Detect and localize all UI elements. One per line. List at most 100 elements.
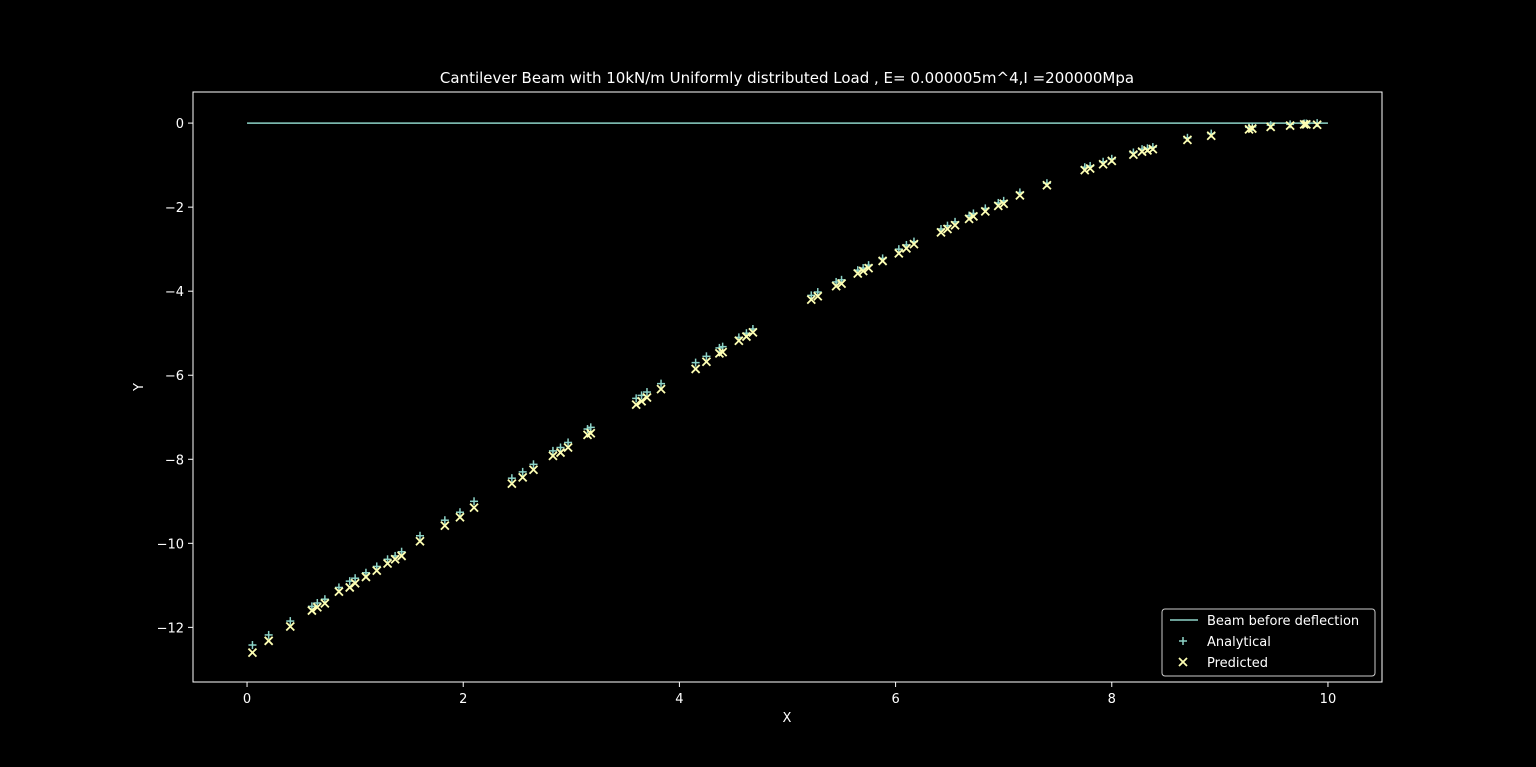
analytical-point (397, 547, 406, 556)
predicted-point (853, 268, 863, 279)
predicted-point (1148, 144, 1158, 154)
analytical-point (361, 568, 370, 577)
predicted-point (631, 400, 641, 410)
predicted-point (1107, 156, 1117, 166)
predicted-point (548, 451, 558, 461)
predicted-point (734, 336, 744, 346)
analytical-point (286, 617, 295, 626)
legend-analytical-label: Analytical (1207, 635, 1271, 650)
predicted-point (894, 248, 904, 259)
predicted-point (1312, 120, 1322, 130)
predicted-point (863, 263, 874, 273)
x-tick-label: 10 (1320, 692, 1337, 707)
legend-analytical-marker (1179, 637, 1187, 645)
predicted-point (382, 558, 393, 569)
predicted-point (831, 281, 841, 291)
analytical-point (813, 288, 822, 297)
analytical-point (351, 574, 360, 583)
predicted-point (247, 647, 258, 658)
plot-marks (247, 119, 1328, 658)
predicted-point (858, 266, 868, 276)
analytical-point (372, 562, 381, 571)
analytical-point (564, 438, 573, 447)
analytical-point (383, 555, 392, 564)
y-tick-label: −8 (165, 453, 184, 468)
x-axis-label: X (783, 711, 792, 726)
x-tick-label: 8 (1108, 692, 1116, 707)
predicted-point (361, 572, 371, 582)
predicted-point (390, 554, 400, 564)
predicted-point (320, 598, 330, 609)
predicted-point (350, 578, 360, 588)
predicted-point (993, 201, 1003, 211)
predicted-point (1042, 180, 1052, 190)
analytical-point (307, 602, 316, 611)
analytical-point (657, 379, 666, 388)
y-axis: 0 −2 −4 −6 −8 −10 −12 (157, 117, 193, 636)
legend-predicted-marker (1178, 657, 1188, 667)
analytical-point (518, 467, 527, 476)
predicted-point (813, 291, 823, 301)
analytical-point (556, 443, 565, 452)
predicted-point (396, 551, 407, 561)
legend-box (1161, 608, 1376, 677)
predicted-point (1301, 119, 1311, 129)
predicted-point (264, 636, 274, 646)
predicted-point (936, 227, 946, 237)
y-tick-label: −12 (157, 621, 184, 636)
predicted-point (999, 199, 1009, 209)
analytical-point (586, 423, 595, 432)
predicted-point (1299, 119, 1309, 129)
predicted-point (701, 357, 712, 367)
analytical-point (415, 531, 424, 540)
predicted-point (1080, 165, 1090, 175)
analytical-point (320, 595, 329, 604)
analytical-point (264, 630, 273, 639)
predicted-point (1015, 190, 1025, 201)
predicted-point (1285, 120, 1295, 131)
predicted-point (1206, 131, 1216, 141)
y-tick-label: −10 (157, 537, 184, 552)
analytical-point (334, 583, 343, 592)
predicted-point (980, 206, 990, 216)
analytical-point (894, 245, 903, 254)
predicted-point (1266, 122, 1276, 132)
analytical-point (702, 352, 711, 361)
legend-predicted-label: Predicted (1207, 656, 1268, 671)
predicted-point (656, 384, 666, 394)
predicted-point (642, 392, 652, 403)
x-tick-label: 2 (459, 692, 467, 707)
plot-frame (192, 91, 1383, 683)
predicted-point (636, 396, 647, 406)
y-tick-label: 0 (176, 117, 184, 132)
predicted-point (440, 521, 450, 531)
predicted-point (563, 442, 573, 453)
legend: Beam before deflection Analytical Predic… (1161, 608, 1376, 677)
predicted-point (507, 479, 517, 489)
predicted-point (415, 536, 425, 546)
predicted-point (455, 512, 465, 522)
predicted-point (901, 243, 912, 253)
analytical-point (529, 460, 538, 469)
predicted-point (806, 294, 816, 305)
y-tick-label: −4 (165, 285, 184, 300)
analytical-point (691, 358, 700, 367)
predicted-point (586, 428, 596, 438)
predicted-point (307, 605, 317, 616)
predicted-point (528, 465, 539, 475)
predicted-point (1098, 159, 1108, 169)
predicted-point (942, 224, 953, 234)
predicted-point (877, 256, 888, 266)
predicted-point (518, 472, 528, 482)
x-tick-label: 4 (675, 692, 683, 707)
predicted-point (469, 502, 479, 513)
analytical-point (507, 474, 516, 483)
predicted-point (1085, 163, 1095, 174)
predicted-point (555, 447, 566, 458)
predicted-point (690, 364, 701, 374)
predicted-point (1128, 149, 1139, 160)
predicted-point (909, 239, 919, 249)
predicted-point (372, 566, 382, 576)
x-axis: 0 2 4 6 8 10 (243, 682, 1336, 707)
